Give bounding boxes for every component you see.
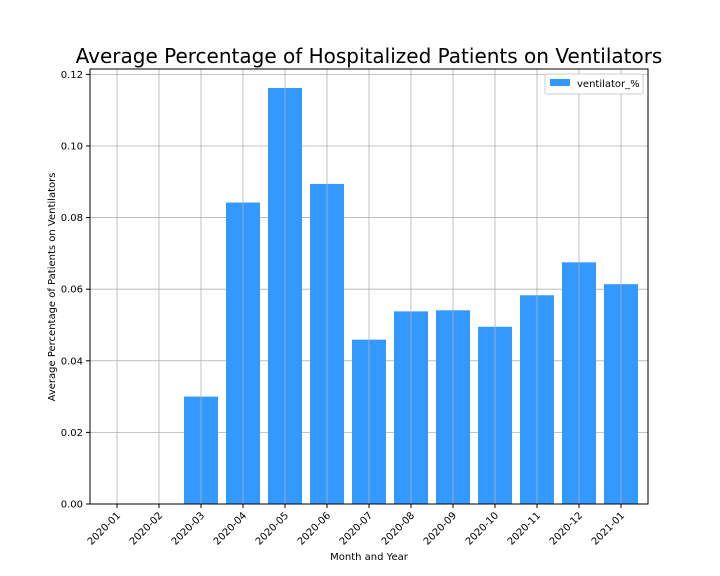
x-tick-label: 2020-04 [212, 510, 249, 547]
vertical-grid-lines [116, 69, 622, 504]
y-tick-label: 0.02 [61, 428, 83, 439]
x-tick-label: 2020-02 [128, 510, 165, 547]
x-tick-label: 2021-01 [590, 510, 627, 547]
y-tick-label: 0.00 [61, 500, 83, 511]
y-axis-ticks: 0.00 0.02 0.04 0.06 0.08 0.10 0.12 [61, 70, 90, 511]
x-tick-label: 2020-05 [254, 510, 291, 547]
chart-title: Average Percentage of Hospitalized Patie… [76, 44, 663, 68]
x-tick-label: 2020-10 [464, 510, 501, 547]
y-tick-label: 0.12 [61, 70, 83, 81]
y-tick-label: 0.06 [61, 285, 83, 296]
x-tick-label: 2020-08 [380, 510, 417, 547]
x-axis-ticks: 2020-01 2020-02 2020-03 2020-04 2020-05 2020-… [86, 504, 627, 548]
y-axis-label: Average Percentage of Patients on Ventil… [47, 173, 58, 402]
x-tick-label: 2020-03 [170, 510, 207, 547]
x-axis-label: Month and Year [330, 552, 409, 563]
y-tick-label: 0.04 [61, 356, 83, 367]
y-tick-label: 0.08 [61, 213, 83, 224]
y-tick-label: 0.10 [61, 141, 83, 152]
x-tick-label: 2020-12 [548, 510, 585, 547]
legend-swatch [550, 79, 570, 86]
x-tick-label: 2020-11 [506, 510, 543, 547]
x-tick-label: 2020-01 [86, 510, 123, 547]
legend-label: ventilator_% [577, 79, 640, 90]
x-tick-label: 2020-06 [296, 510, 333, 547]
legend: ventilator_% [544, 73, 644, 95]
x-tick-label: 2020-07 [338, 510, 375, 547]
x-tick-label: 2020-09 [422, 510, 459, 547]
